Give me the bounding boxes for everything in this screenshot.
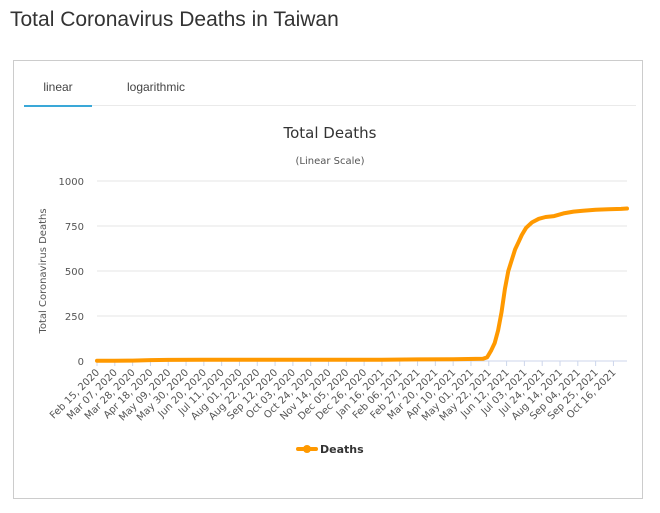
legend-marker xyxy=(303,445,311,453)
legend-label: Deaths xyxy=(320,443,364,456)
page-title: Total Coronavirus Deaths in Taiwan xyxy=(10,8,339,31)
tab-linear[interactable]: linear xyxy=(24,71,92,107)
scale-tabs: linear logarithmic xyxy=(24,71,636,107)
legend-item-deaths[interactable]: Deaths xyxy=(296,443,364,456)
chart-panel: linear logarithmic xyxy=(13,60,643,499)
tab-logarithmic[interactable]: logarithmic xyxy=(126,80,186,94)
